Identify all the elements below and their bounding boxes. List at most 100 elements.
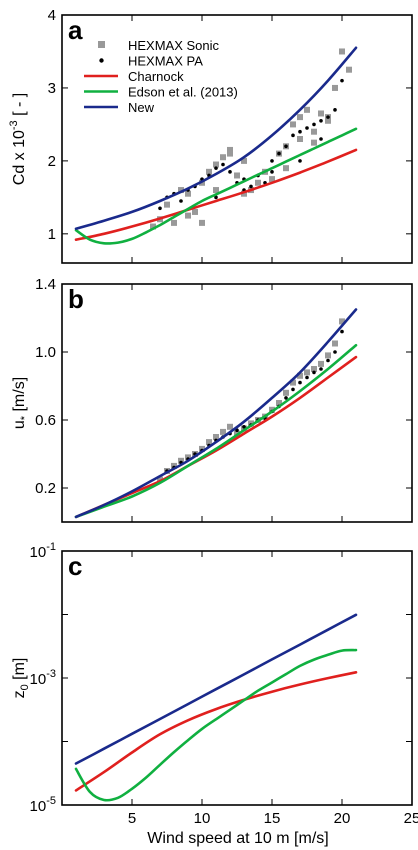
curve-edson-et-al-2013- [74, 127, 358, 245]
scatter-hexmax-pa [165, 329, 344, 473]
sonic-point [199, 219, 205, 226]
pa-point [319, 137, 323, 141]
sonic-point [318, 110, 324, 117]
pa-point [284, 396, 288, 400]
pa-point [270, 159, 274, 163]
sonic-point [164, 201, 170, 208]
x-tick-label: 15 [264, 810, 281, 827]
sonic-point [297, 136, 303, 142]
pa-point [312, 122, 316, 127]
sonic-point [213, 161, 219, 168]
sonic-point [283, 165, 289, 172]
legend-marker-pa [99, 58, 104, 63]
x-tick-label: 10 [194, 810, 211, 827]
axes-frame [61, 14, 413, 264]
sonic-point [185, 212, 191, 219]
sonic-point [297, 372, 303, 379]
sonic-point [332, 340, 338, 347]
sonic-point [339, 318, 345, 325]
y-axis-label: z0 [m] [11, 658, 31, 699]
pa-point [298, 380, 302, 385]
sonic-point [311, 366, 317, 372]
sonic-point [150, 223, 156, 230]
pa-point [249, 184, 253, 189]
sonic-point [290, 121, 296, 128]
sonic-point [220, 154, 226, 161]
legend-label: Edson et al. (2013) [128, 85, 238, 100]
pa-point [270, 170, 274, 174]
panel-b: 0.2 0.6 1.0 1.4 u* [m/s] b [11, 276, 413, 523]
y-tick-label: 1.4 [35, 276, 56, 293]
panel-letter: c [68, 551, 82, 581]
axes-frame [61, 550, 413, 806]
y-tick-label: 4 [48, 7, 56, 24]
pa-point [333, 108, 337, 112]
sonic-point [220, 428, 226, 435]
y-tick-label: 3 [48, 80, 56, 97]
pa-point [319, 118, 323, 123]
y-tick-label: 10-1 [30, 541, 56, 561]
sonic-point [325, 117, 331, 124]
x-tick-label: 25 [404, 810, 418, 827]
y-tick-label: 0.6 [35, 412, 56, 429]
sonic-point [276, 400, 282, 406]
sonic-point [178, 187, 184, 194]
legend-marker-sonic [98, 41, 105, 48]
curve-charnock [74, 671, 358, 792]
sonic-point [171, 219, 177, 226]
sonic-point [213, 434, 219, 440]
sonic-point [241, 157, 247, 164]
y-tick-label: 10-3 [30, 668, 56, 688]
curve-new [74, 613, 358, 765]
sonic-point [297, 114, 303, 121]
pa-point [242, 425, 246, 429]
sonic-point [241, 190, 247, 197]
sonic-point [290, 379, 296, 386]
curve-charnock [74, 148, 358, 241]
panel-c: 5 10 15 20 25 10-1 10-3 10-5 z0 [m] c [11, 541, 418, 827]
pa-point [326, 358, 330, 363]
sonic-point [325, 352, 331, 359]
x-axis-label: Wind speed at 10 m [m/s] [147, 830, 328, 847]
sonic-point [304, 106, 310, 113]
pa-point [158, 206, 162, 211]
plot-area [74, 308, 358, 519]
pa-point [319, 367, 323, 371]
sonic-point [311, 139, 317, 146]
legend-item: Edson et al. (2013) [84, 85, 238, 100]
plot-area [74, 613, 358, 802]
y-tick-label: 2 [48, 153, 56, 170]
sonic-point [318, 360, 324, 367]
y-tick-label: 1.0 [35, 344, 56, 361]
pa-point [305, 126, 309, 130]
sonic-point [185, 190, 191, 197]
pa-point [291, 133, 295, 138]
sonic-point [283, 389, 289, 396]
legend-label: HEXMAX PA [128, 54, 203, 69]
pa-point [298, 129, 302, 134]
sonic-point [227, 150, 233, 157]
legend-item: New [84, 100, 155, 115]
sonic-point [339, 48, 345, 55]
sonic-point [304, 369, 310, 376]
sonic-point [234, 172, 240, 179]
pa-point [340, 78, 344, 83]
pa-point [312, 370, 316, 375]
legend-label: HEXMAX Sonic [128, 38, 220, 53]
y-tick-label: 10-5 [30, 795, 56, 815]
y-axis-label: u* [m/s] [11, 377, 31, 429]
pa-point [277, 151, 281, 156]
sonic-point [206, 439, 212, 446]
pa-point [305, 375, 309, 380]
sonic-point [269, 176, 275, 183]
panel-letter: b [68, 284, 84, 314]
sonic-point [346, 66, 352, 73]
pa-point [284, 144, 288, 149]
scatter-hexmax-sonic [157, 318, 345, 483]
sonic-point [213, 187, 219, 194]
legend-item: Charnock [84, 69, 184, 84]
y-axis-label: Cd x 10-3 [ - ] [8, 93, 28, 185]
